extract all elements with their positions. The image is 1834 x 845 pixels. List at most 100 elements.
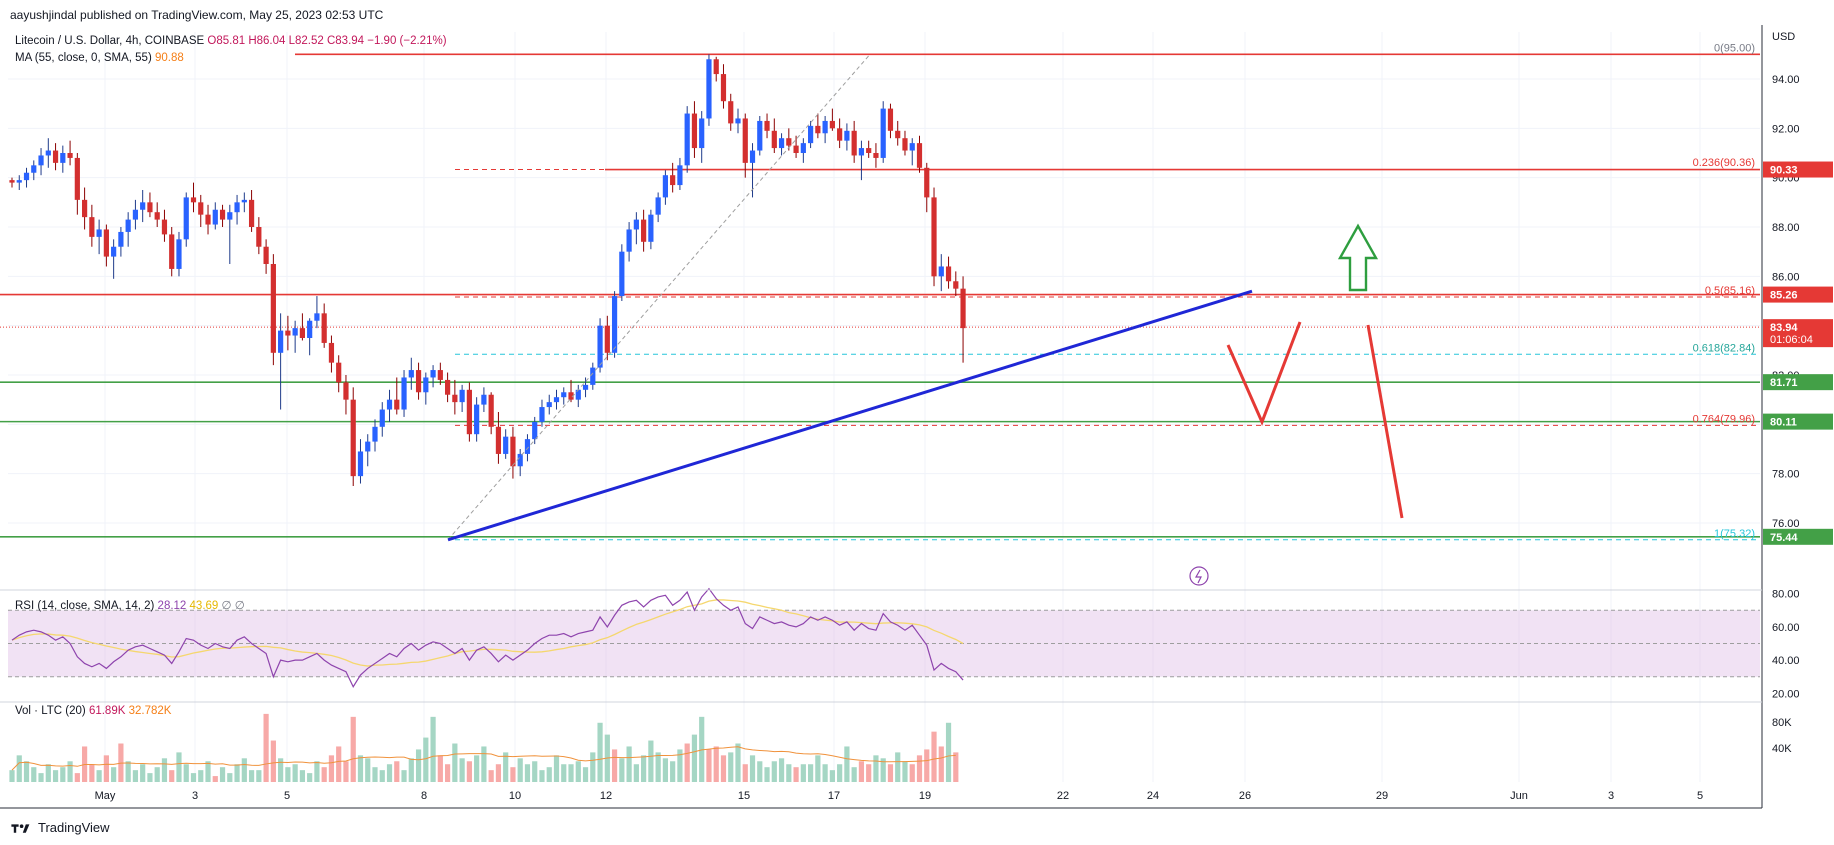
y-tick-label: 88.00	[1772, 222, 1800, 234]
volume-legend[interactable]: Vol · LTC (20) 61.89K 32.782K	[15, 705, 171, 717]
candle-up	[183, 197, 189, 240]
candle-up	[118, 231, 124, 247]
candle-down	[169, 234, 175, 269]
candle-down	[219, 209, 226, 220]
tradingview-brand[interactable]: TradingView	[10, 820, 110, 835]
candle-down	[263, 246, 269, 264]
rsi-tick-label: 80.00	[1772, 589, 1800, 601]
candle-down	[89, 217, 95, 237]
candle-up	[858, 148, 865, 156]
candle-down	[568, 392, 574, 400]
alert-icon	[1189, 566, 1209, 586]
ma-legend[interactable]: MA (55, close, 0, SMA, 55) 90.88	[15, 52, 184, 64]
candle-up	[909, 143, 915, 151]
volume-bar	[728, 752, 734, 782]
candle-down	[786, 138, 792, 146]
candle-down	[902, 138, 908, 151]
candle-down	[285, 330, 291, 336]
volume-bar	[677, 749, 683, 782]
volume-bar	[706, 749, 712, 782]
fib-label: 0.236(90.36)	[1693, 157, 1755, 169]
volume-bar	[764, 767, 770, 782]
candle-down	[829, 120, 835, 129]
rsi-value: 28.12	[157, 600, 187, 612]
candle-up	[307, 320, 313, 338]
symbol-name[interactable]: Litecoin / U.S. Dollar, 4h, COINBASE	[15, 35, 205, 47]
volume-bar	[720, 755, 727, 782]
volume-bar	[691, 734, 698, 782]
candle-up	[474, 404, 480, 435]
x-tick-label: 15	[738, 790, 750, 802]
volume-bar	[924, 749, 930, 782]
candle-up	[590, 367, 596, 385]
ma-value: 90.88	[154, 52, 184, 64]
volume-bar	[735, 743, 741, 782]
volume-bar	[45, 764, 51, 782]
x-tick-label: 5	[1697, 790, 1703, 802]
volume-bar	[895, 752, 901, 782]
symbol-legend[interactable]: Litecoin / U.S. Dollar, 4h, COINBASE O85…	[15, 35, 447, 47]
volume-bar	[154, 767, 160, 782]
candle-down	[742, 118, 748, 163]
ma-label: MA (55, close, 0, SMA, 55)	[15, 52, 152, 64]
volume-bar	[749, 755, 756, 782]
volume-bar	[401, 770, 407, 782]
candle-down	[256, 227, 262, 247]
candle-down	[945, 266, 952, 282]
volume-bar	[198, 770, 204, 782]
volume-bar	[626, 746, 632, 782]
candle-up	[241, 199, 247, 203]
alert-icon-bolt	[1194, 569, 1202, 584]
x-tick-label: 3	[192, 790, 198, 802]
volume-bar	[219, 767, 226, 782]
volume-bar	[597, 722, 603, 782]
rsi-tick-label: 60.00	[1772, 622, 1800, 634]
candle-down	[873, 153, 879, 158]
x-tick-label: 22	[1057, 790, 1069, 802]
candle-down	[887, 108, 894, 131]
candle-down	[793, 145, 799, 153]
candle-down	[916, 143, 923, 168]
rsi-label: RSI (14, close, SMA, 14, 2)	[15, 600, 155, 612]
candle-down	[336, 362, 342, 383]
candle-up	[706, 59, 712, 119]
x-tick-label: 29	[1376, 790, 1388, 802]
candle-up	[386, 399, 393, 410]
volume-bar	[437, 755, 443, 782]
candle-up	[408, 370, 414, 378]
volume-bar	[67, 761, 73, 782]
volume-bar	[953, 752, 959, 782]
volume-bar	[684, 743, 690, 782]
candle-up	[575, 389, 581, 400]
volume-bar	[278, 758, 284, 782]
rsi-legend[interactable]: RSI (14, close, SMA, 14, 2) 28.12 43.69 …	[15, 598, 245, 612]
candle-down	[437, 370, 443, 380]
candle-up	[372, 426, 378, 442]
candle-down	[103, 229, 109, 257]
candles	[9, 54, 966, 486]
candle-up	[844, 130, 850, 141]
volume-bar	[270, 740, 276, 782]
volume-bar	[582, 767, 589, 782]
bearish-projection	[1366, 324, 1404, 519]
candle-up	[45, 150, 51, 156]
candle-down	[866, 148, 872, 153]
volume-bar	[655, 752, 661, 782]
candle-up	[176, 239, 182, 269]
candle-up	[553, 397, 560, 403]
candle-down	[720, 74, 727, 102]
candle-up	[517, 453, 523, 467]
price-badge	[1763, 528, 1833, 545]
rsi-tick-label: 20.00	[1772, 688, 1800, 700]
horizontal-levels: 0(95.00) 0.236(90.36) 0.5(85.16) 0.618(82.8…	[0, 42, 1760, 541]
countdown-label: 01:06:04	[1770, 334, 1813, 346]
price-badge-label: 90.33	[1770, 165, 1798, 177]
volume-bar	[176, 752, 182, 782]
volume-bar	[851, 767, 857, 782]
volume-bar	[328, 755, 335, 782]
volume-bar	[590, 752, 596, 782]
y-tick-label: 78.00	[1772, 469, 1800, 481]
